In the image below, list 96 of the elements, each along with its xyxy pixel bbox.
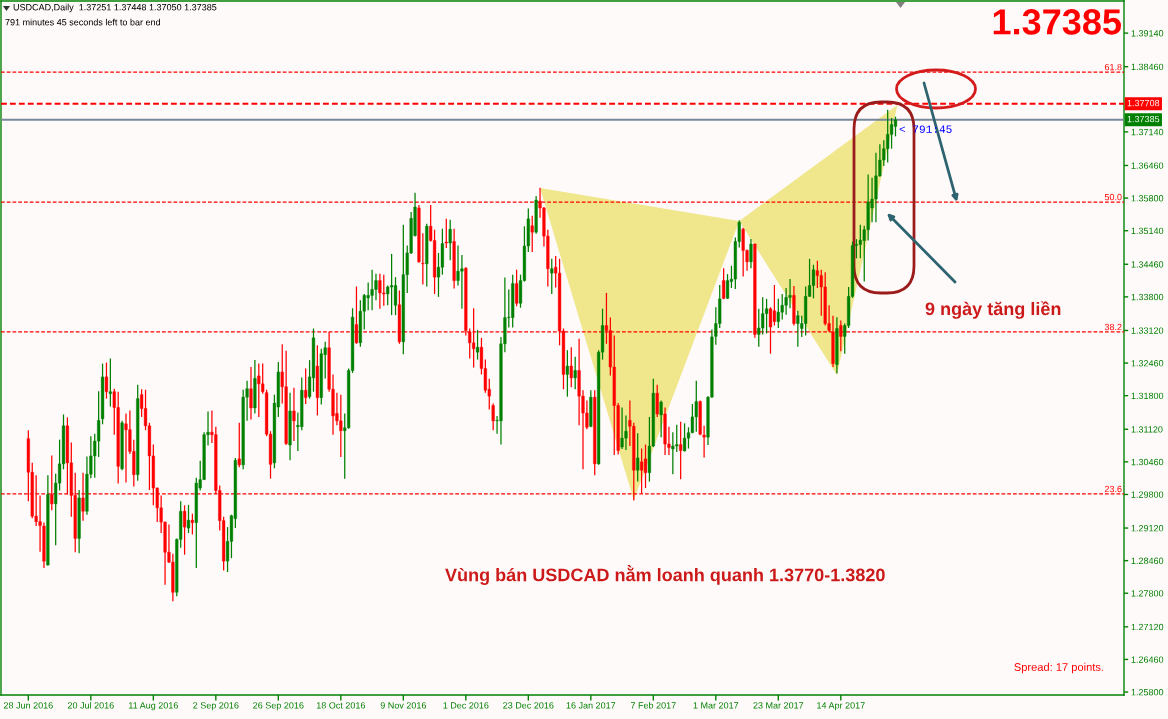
annotation: 50.0: [1104, 193, 1122, 201]
candlestick: [124, 412, 128, 484]
candlestick: [370, 269, 374, 311]
candlestick: [444, 218, 448, 249]
x-tick-label: 23 Mar 2017: [753, 702, 804, 709]
annotation: 9 ngày tăng liền: [925, 301, 1061, 319]
candlestick: [550, 258, 554, 295]
candlestick: [874, 152, 878, 223]
y-tick-label: 1.25800: [1131, 689, 1164, 696]
candlestick: [354, 285, 359, 345]
candlestick: [682, 422, 687, 453]
y-tick-label: 1.33120: [1131, 327, 1164, 334]
candlestick: [515, 269, 519, 307]
x-tick-label: 20 Jul 2016: [67, 701, 114, 709]
y-tick-label: 1.27120: [1131, 623, 1164, 631]
candlestick: [573, 356, 577, 390]
candlestick: [257, 362, 261, 418]
y-tick-label: 1.39140: [1131, 30, 1164, 37]
annotation: 23.6: [1104, 485, 1122, 493]
candlestick: [815, 260, 819, 289]
y-tick-label: 1.33800: [1131, 293, 1164, 301]
ref-line-label: 1.37708: [1127, 99, 1160, 107]
annotation: Vùng bán USDCAD nằm loanh quanh 1.3770-1.3820: [445, 565, 885, 585]
candlestick: [378, 273, 382, 310]
y-tick-label: 1.26460: [1131, 656, 1164, 663]
annotation: 1.37385: [993, 9, 1122, 35]
candlestick: [104, 361, 109, 400]
candlestick: [108, 357, 112, 408]
candlestick: [675, 424, 679, 453]
candlestick: [761, 296, 765, 336]
y-tick-label: 1.37140: [1131, 128, 1164, 136]
x-tick-label: 1 Mar 2017: [693, 702, 739, 709]
candlestick: [640, 447, 644, 495]
x-tick-label: 23 Dec 2016: [503, 702, 554, 709]
candlestick: [722, 267, 726, 300]
y-tick-label: 1.31120: [1131, 426, 1163, 433]
candlestick: [620, 406, 624, 450]
y-tick-label: 1.36460: [1131, 162, 1164, 169]
candlestick: [186, 504, 191, 534]
candlestick: [741, 227, 745, 278]
x-tick-label: 2 Sep 2016: [193, 702, 239, 711]
x-tick-label: 28 Jun 2016: [3, 702, 53, 709]
y-tick-label: 1.30460: [1131, 458, 1164, 466]
x-tick-label: 16 Jan 2017: [566, 702, 616, 709]
x-tick-label: 18 Oct 2016: [316, 702, 366, 709]
candlestick: [475, 329, 480, 361]
candlestick: [390, 253, 394, 316]
candlestick: [796, 310, 800, 348]
candlestick: [183, 504, 187, 556]
text: 791 minutes 45 seconds left to bar end: [5, 18, 160, 26]
y-tick-label: 1.31800: [1131, 392, 1164, 400]
candlestick: [749, 238, 753, 269]
y-tick-label: 1.29120: [1131, 525, 1164, 532]
candlestick: [382, 274, 386, 307]
candlestick: [643, 443, 648, 489]
candlestick: [858, 224, 862, 259]
y-tick-label: 1.27800: [1131, 590, 1164, 597]
x-tick-label: 7 Feb 2017: [630, 701, 676, 709]
chart-title: USDCAD,Daily 1.37251 1.37448 1.37050 1.37385: [13, 3, 217, 13]
candlestick: [636, 432, 640, 483]
candlestick: [569, 346, 573, 388]
candlestick: [304, 367, 308, 405]
x-tick-label: 11 Aug 2016: [129, 702, 178, 711]
annotation: 61.8: [1104, 63, 1122, 71]
candlestick: [772, 284, 776, 327]
candlestick: [765, 298, 769, 335]
candlestick: [190, 513, 194, 536]
x-tick-label: 1 Dec 2016: [443, 702, 489, 709]
candlestick: [339, 394, 343, 458]
y-tick-label: 1.35800: [1131, 195, 1164, 202]
y-tick-label: 1.34460: [1131, 261, 1164, 268]
y-tick-label: 1.35140: [1131, 227, 1164, 235]
candlestick: [237, 422, 241, 468]
candlestick: [249, 366, 253, 421]
annotation: 38.2: [1104, 323, 1122, 331]
y-tick-label: 1.32460: [1131, 360, 1164, 367]
candlestick: [292, 387, 296, 442]
annotation: Spread: 17 points.: [1014, 662, 1103, 674]
candlestick: [659, 399, 663, 438]
candlestick: [890, 117, 894, 150]
candlestick: [886, 109, 890, 164]
candlestick: [655, 384, 659, 418]
candlestick: [839, 319, 843, 352]
candlestick: [565, 349, 569, 398]
candlestick: [679, 421, 683, 480]
candlestick: [448, 219, 452, 261]
y-tick-label: 1.38460: [1131, 63, 1164, 71]
x-tick-label: 14 Apr 2017: [817, 702, 865, 711]
y-tick-label: 1.28460: [1131, 557, 1164, 565]
y-tick-label: 1.29800: [1131, 491, 1164, 498]
candlestick: [776, 298, 780, 329]
candlestick: [530, 215, 534, 253]
ref-line-label: 1.37385: [1127, 115, 1160, 123]
candlestick: [694, 380, 698, 433]
x-tick-label: 26 Sep 2016: [253, 702, 304, 711]
x-tick-label: 9 Nov 2016: [380, 702, 427, 709]
